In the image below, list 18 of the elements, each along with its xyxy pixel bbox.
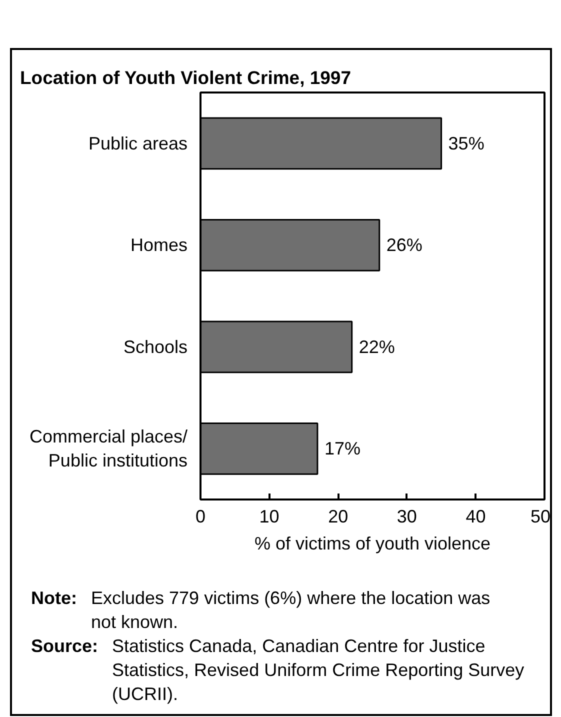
data-label: 35% <box>448 133 484 154</box>
y-tick-label: Commercial places/ Public institutions <box>29 426 188 471</box>
x-tick-label: 40 <box>466 506 486 526</box>
x-tick-label: 20 <box>328 506 348 526</box>
source-note: Source: Statistics Canada, Canadian Centre for Justice Statistics, Revised Uniform Crime Reporting Survey (UCRII). <box>31 635 526 706</box>
chart-title: Location of Youth Violent Crime, 1997 <box>19 66 352 89</box>
x-tick-label: 30 <box>396 506 417 526</box>
x-axis-title: % of victims of youth violence <box>254 534 491 554</box>
x-tick-label: 50 <box>530 506 551 526</box>
x-tick-label: 0 <box>195 506 206 526</box>
y-tick-label: Schools <box>123 336 188 357</box>
y-tick-label: Public areas <box>88 133 188 154</box>
data-label: 22% <box>358 336 395 357</box>
data-label: 26% <box>386 235 422 256</box>
y-tick-label: Homes <box>130 235 188 256</box>
x-tick-label: 10 <box>259 506 280 526</box>
data-label: 17% <box>324 438 360 459</box>
text: Note: Excludes 779 victims (6%) where the location was not known. <box>31 587 492 634</box>
